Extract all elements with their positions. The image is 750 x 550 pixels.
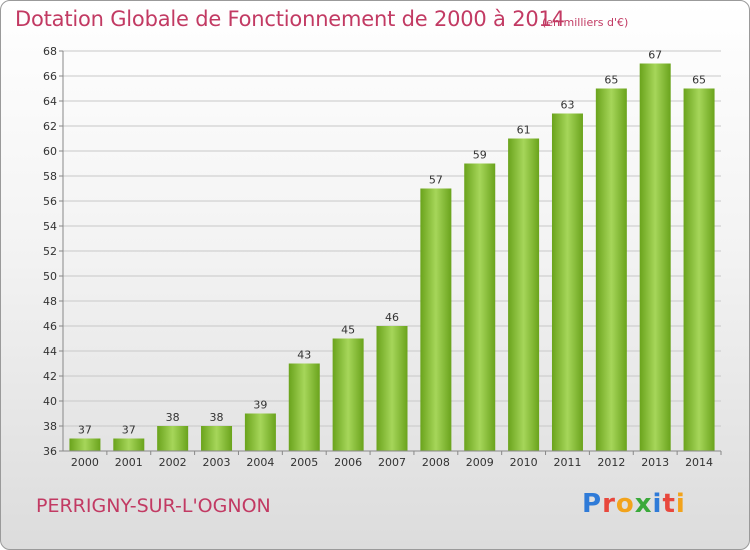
chart-subtitle: (en milliers d'€) <box>542 16 629 29</box>
y-tick-label: 44 <box>43 345 57 358</box>
data-label: 57 <box>429 174 443 187</box>
x-tick-label: 2007 <box>378 456 406 469</box>
bar <box>376 326 408 451</box>
x-tick-label: 2013 <box>641 456 669 469</box>
x-tick-label: 2002 <box>159 456 187 469</box>
data-label: 38 <box>166 411 180 424</box>
x-tick-label: 2006 <box>334 456 362 469</box>
data-label: 61 <box>517 124 531 137</box>
logo-letter: t <box>662 489 676 519</box>
logo-letter: i <box>652 489 663 519</box>
data-label: 37 <box>122 424 136 437</box>
y-tick-label: 40 <box>43 395 57 408</box>
y-tick-label: 64 <box>43 95 57 108</box>
data-label: 65 <box>604 74 618 87</box>
y-tick-label: 48 <box>43 295 57 308</box>
bar <box>595 88 627 451</box>
y-tick-label: 60 <box>43 145 57 158</box>
logo-letter: o <box>615 489 635 519</box>
logo-letter: P <box>582 489 603 519</box>
data-label: 37 <box>78 424 92 437</box>
bar <box>332 338 364 451</box>
commune-name: PERRIGNY-SUR-L'OGNON <box>36 495 271 517</box>
y-tick-label: 46 <box>43 320 57 333</box>
data-label: 43 <box>297 349 311 362</box>
data-label: 46 <box>385 311 399 324</box>
bar <box>157 426 189 451</box>
x-tick-label: 2000 <box>71 456 99 469</box>
bar <box>244 413 276 451</box>
y-tick-label: 66 <box>43 70 57 83</box>
x-tick-label: 2011 <box>553 456 581 469</box>
x-tick-label: 2003 <box>203 456 231 469</box>
bar <box>508 138 540 451</box>
bar <box>201 426 233 451</box>
bar <box>69 438 101 451</box>
y-tick-label: 56 <box>43 195 57 208</box>
y-tick-label: 42 <box>43 370 57 383</box>
x-tick-label: 2012 <box>597 456 625 469</box>
bars <box>69 63 715 451</box>
data-label: 45 <box>341 324 355 337</box>
data-label: 39 <box>253 399 267 412</box>
data-label: 59 <box>473 149 487 162</box>
y-tick-label: 38 <box>43 420 57 433</box>
x-axis-ticks: 2000 2001 2002 2003 2004 2005 2006 2007 2008 2009… <box>71 451 722 469</box>
y-tick-label: 58 <box>43 170 57 183</box>
x-tick-label: 2005 <box>290 456 318 469</box>
bar <box>683 88 715 451</box>
y-tick-label: 62 <box>43 120 57 133</box>
y-tick-label: 50 <box>43 270 57 283</box>
y-tick-label: 54 <box>43 220 57 233</box>
logo-letter: i <box>675 489 686 519</box>
data-label: 67 <box>648 49 662 62</box>
x-tick-label: 2001 <box>115 456 143 469</box>
data-labels: 37 37 38 38 39 43 45 46 57 59 61 63 65 67 65 <box>78 49 706 437</box>
bar <box>113 438 145 451</box>
bar <box>288 363 320 451</box>
bar <box>551 113 583 451</box>
bar <box>420 188 452 451</box>
data-label: 63 <box>560 99 574 112</box>
bar <box>464 163 496 451</box>
y-axis-ticks: 36 38 40 42 44 46 48 50 52 54 56 58 60 62 64 66 68 <box>43 45 63 458</box>
proxiti-logo: Proxiti <box>582 489 686 519</box>
logo-letter: x <box>634 489 653 519</box>
x-tick-label: 2004 <box>246 456 274 469</box>
x-tick-label: 2009 <box>466 456 494 469</box>
data-label: 65 <box>692 74 706 87</box>
bar <box>639 63 671 451</box>
data-label: 38 <box>210 411 224 424</box>
y-tick-label: 68 <box>43 45 57 58</box>
x-tick-label: 2010 <box>510 456 538 469</box>
x-tick-label: 2008 <box>422 456 450 469</box>
y-tick-label: 52 <box>43 245 57 258</box>
x-tick-label: 2014 <box>685 456 713 469</box>
y-tick-label: 36 <box>43 445 57 458</box>
logo-letter: r <box>602 489 616 519</box>
axes <box>62 51 721 452</box>
chart-title: Dotation Globale de Fonctionnement de 20… <box>15 7 565 31</box>
